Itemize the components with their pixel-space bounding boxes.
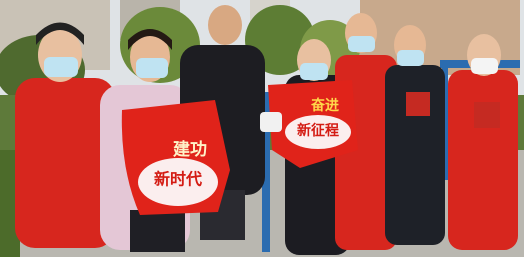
- page: 建功 新时代 奋进 新征程 (() => { const data = JSON…: [0, 0, 524, 257]
- photo: 建功 新时代 奋进 新征程: [0, 0, 524, 257]
- sign-text: 建功: [173, 139, 207, 160]
- megaphone: [260, 112, 282, 132]
- sign-text: 新征程: [297, 122, 339, 139]
- sign: 建功 新时代: [122, 100, 230, 215]
- sign-text: 新时代: [154, 170, 202, 189]
- sign-text: 奋进: [310, 97, 339, 114]
